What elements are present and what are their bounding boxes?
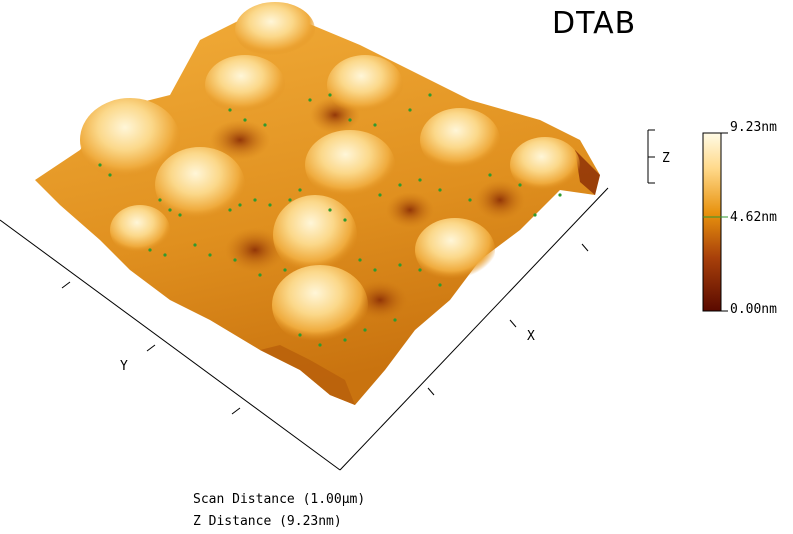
axis-frame xyxy=(0,129,655,471)
bump xyxy=(420,108,500,172)
green-contour-dots xyxy=(98,93,562,347)
tick-x-1 xyxy=(427,387,435,396)
bump xyxy=(110,205,170,255)
pit xyxy=(210,120,270,160)
pit xyxy=(225,228,285,272)
tick-y-1 xyxy=(61,281,71,289)
tick-y-2 xyxy=(146,344,156,352)
surface-front-edge xyxy=(260,345,355,405)
surface-right-edge xyxy=(575,150,600,195)
tick-y-3 xyxy=(231,407,241,415)
bump xyxy=(305,130,395,200)
x-axis-label: X xyxy=(527,329,535,344)
colorbar-max-label: 9.23nm xyxy=(730,120,777,135)
bump xyxy=(235,2,315,58)
tick-x-2 xyxy=(509,319,517,328)
colorbar xyxy=(702,132,728,312)
image-title: DTAB xyxy=(552,6,637,41)
bump xyxy=(273,195,357,275)
bump xyxy=(327,55,403,115)
colorbar-min-label: 0.00nm xyxy=(730,302,777,317)
colorbar-mid-label: 4.62nm xyxy=(730,210,777,225)
tick-x-3 xyxy=(581,243,589,252)
bump xyxy=(415,218,495,282)
y-axis-line xyxy=(0,219,341,471)
bump xyxy=(155,147,245,223)
scan-distance-caption: Scan Distance (1.00µm) xyxy=(193,492,366,507)
bump xyxy=(510,137,580,193)
z-distance-caption: Z Distance (9.23nm) xyxy=(193,514,342,529)
y-axis-label: Y xyxy=(120,359,128,374)
z-axis-label: Z xyxy=(662,151,670,166)
bump xyxy=(80,98,180,182)
pit xyxy=(386,192,434,228)
bump xyxy=(205,55,285,115)
pit xyxy=(475,180,525,220)
bump xyxy=(272,265,368,345)
x-axis-line xyxy=(339,187,609,471)
colorbar-gradient xyxy=(702,132,722,312)
height-surface xyxy=(35,2,600,405)
